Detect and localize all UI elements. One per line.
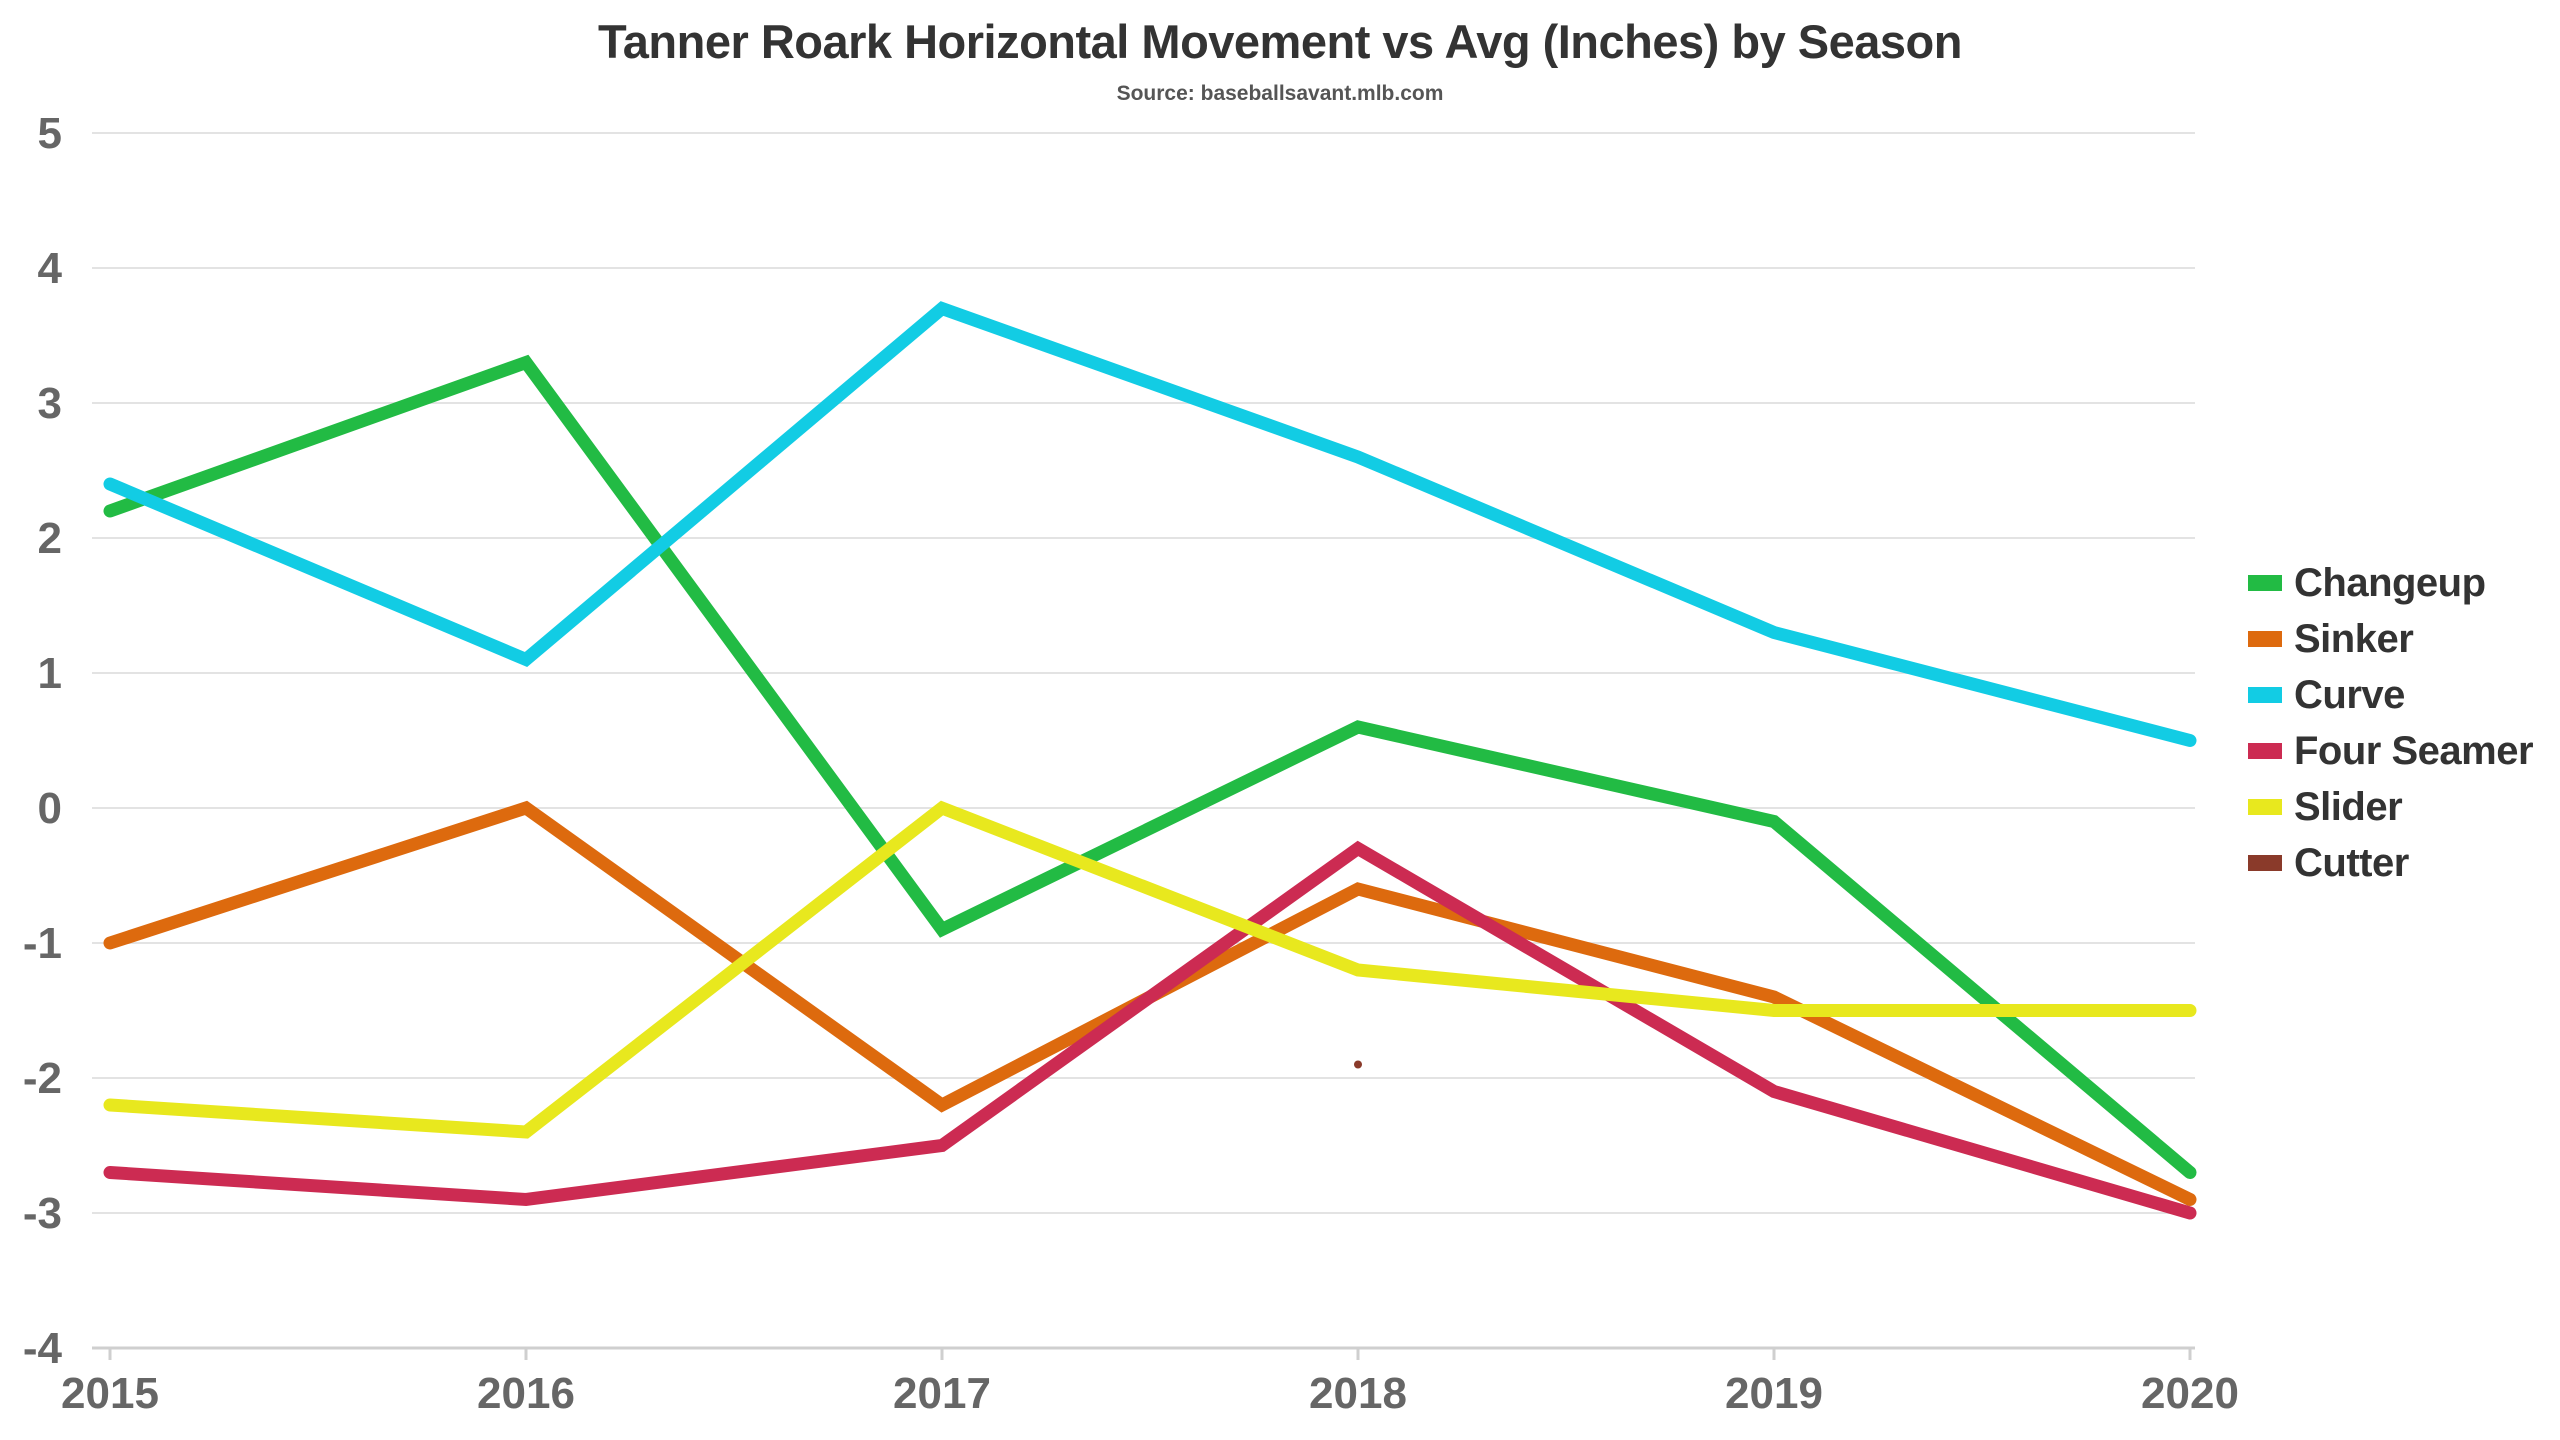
series-line-four-seamer [103, 840, 2197, 1220]
legend-swatch [2248, 575, 2282, 591]
y-tick-label: 1 [38, 649, 62, 698]
legend-swatch [2248, 687, 2282, 703]
legend: Changeup Sinker Curve Four Seamer Slider Cutt… [2248, 555, 2534, 891]
legend-label: Sinker [2294, 616, 2414, 661]
legend-swatch [2248, 799, 2282, 815]
legend-swatch [2248, 631, 2282, 647]
y-tick-label: 2 [38, 514, 62, 563]
legend-swatch [2248, 743, 2282, 759]
legend-label: Curve [2294, 672, 2405, 717]
series-line-slider [103, 800, 2197, 1139]
legend-label: Cutter [2294, 840, 2409, 885]
y-tick-label: -4 [23, 1324, 63, 1373]
x-tick-label: 2017 [893, 1369, 991, 1418]
y-tick-label: 0 [38, 784, 62, 833]
legend-item-curve: Curve [2248, 667, 2533, 723]
series-line-changeup [103, 354, 2197, 1179]
series-lines [103, 301, 2197, 1220]
legend-item-four-seamer: Four Seamer [2248, 723, 2534, 779]
x-tick-label: 2015 [61, 1369, 159, 1418]
chart-title: Tanner Roark Horizontal Movement vs Avg … [598, 15, 1962, 68]
legend-label: Changeup [2294, 560, 2486, 605]
y-tick-label: -3 [23, 1189, 62, 1238]
chart-subtitle: Source: baseballsavant.mlb.com [1116, 82, 1444, 105]
y-tick-label: -2 [23, 1054, 62, 1103]
legend-item-sinker: Sinker [2248, 611, 2533, 667]
legend-swatch [2248, 855, 2282, 871]
series-point-cutter [1354, 1060, 1362, 1069]
grid-lines [92, 132, 2195, 1214]
y-tick-label: 3 [38, 379, 62, 428]
legend-label: Four Seamer [2294, 728, 2534, 773]
y-tick-label: -1 [23, 919, 62, 968]
axes [92, 1346, 2195, 1360]
x-tick-label: 2019 [1725, 1369, 1823, 1418]
x-tick-label: 2018 [1309, 1369, 1407, 1418]
legend-item-cutter: Cutter [2248, 835, 2533, 891]
legend-label: Slider [2294, 784, 2403, 829]
legend-item-changeup: Changeup [2248, 555, 2533, 611]
x-tick-label: 2016 [477, 1369, 575, 1418]
series-line-curve [103, 301, 2197, 747]
y-tick-label: 4 [38, 244, 63, 293]
legend-item-slider: Slider [2248, 779, 2533, 835]
x-tick-label: 2020 [2141, 1369, 2239, 1418]
y-tick-label: 5 [38, 109, 62, 158]
